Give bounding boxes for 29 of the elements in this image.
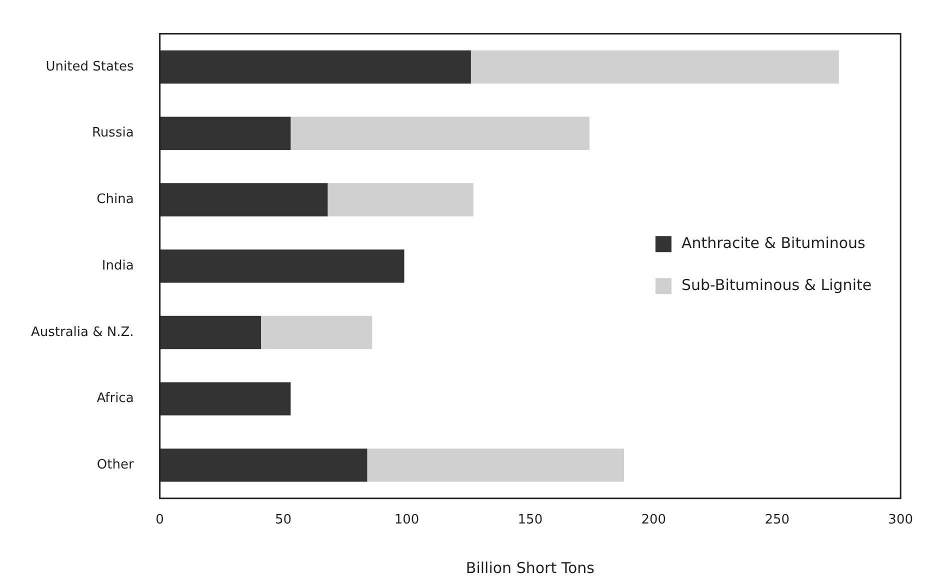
bar (261, 316, 372, 350)
bar (328, 183, 474, 216)
bar (160, 382, 291, 416)
bar (160, 116, 291, 150)
x-tick-label: 300 (888, 512, 914, 528)
x-tick-label: 100 (394, 512, 420, 528)
x-axis-title: Billion Short Tons (466, 558, 595, 577)
bar (290, 116, 590, 150)
x-tick-label: 50 (274, 512, 292, 528)
y-tick-label: Australia & N.Z. (30, 324, 134, 340)
y-tick-label: Russia (92, 126, 134, 141)
x-tick-label: 150 (518, 512, 543, 528)
legend-label: Anthracite & Bituminous (681, 234, 866, 252)
bar (160, 183, 328, 216)
x-tick-label: 200 (641, 512, 666, 528)
bar (160, 448, 368, 482)
bar (160, 250, 404, 283)
y-tick-label: Africa (96, 391, 134, 406)
legend-label: Sub-Bituminous & Lignite (681, 276, 872, 294)
x-tick-label: 250 (764, 512, 790, 528)
y-tick-label: Other (96, 458, 134, 473)
bar (470, 50, 839, 84)
y-tick-label: United States (46, 59, 134, 74)
x-tick-label: 0 (156, 512, 164, 528)
y-tick-label: India (102, 258, 134, 274)
bar (160, 316, 262, 350)
y-tick-label: China (96, 192, 134, 208)
bar (160, 50, 471, 84)
bar (367, 448, 624, 482)
